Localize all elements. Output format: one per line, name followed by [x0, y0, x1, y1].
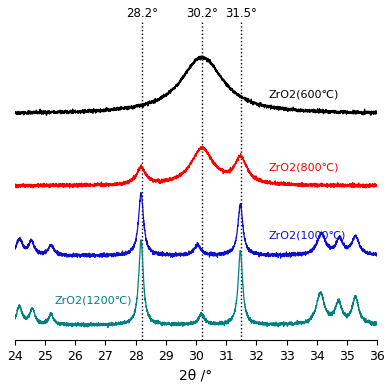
Text: ZrO2(800℃): ZrO2(800℃): [269, 162, 339, 172]
Text: 31.5°: 31.5°: [225, 7, 257, 20]
Text: ZrO2(1000℃): ZrO2(1000℃): [269, 230, 346, 240]
Text: ZrO2(600℃): ZrO2(600℃): [269, 90, 339, 100]
X-axis label: 2θ /°: 2θ /°: [180, 368, 212, 382]
Text: 28.2°: 28.2°: [126, 7, 158, 20]
Text: ZrO2(1200℃): ZrO2(1200℃): [54, 295, 132, 305]
Text: 30.2°: 30.2°: [186, 7, 218, 20]
